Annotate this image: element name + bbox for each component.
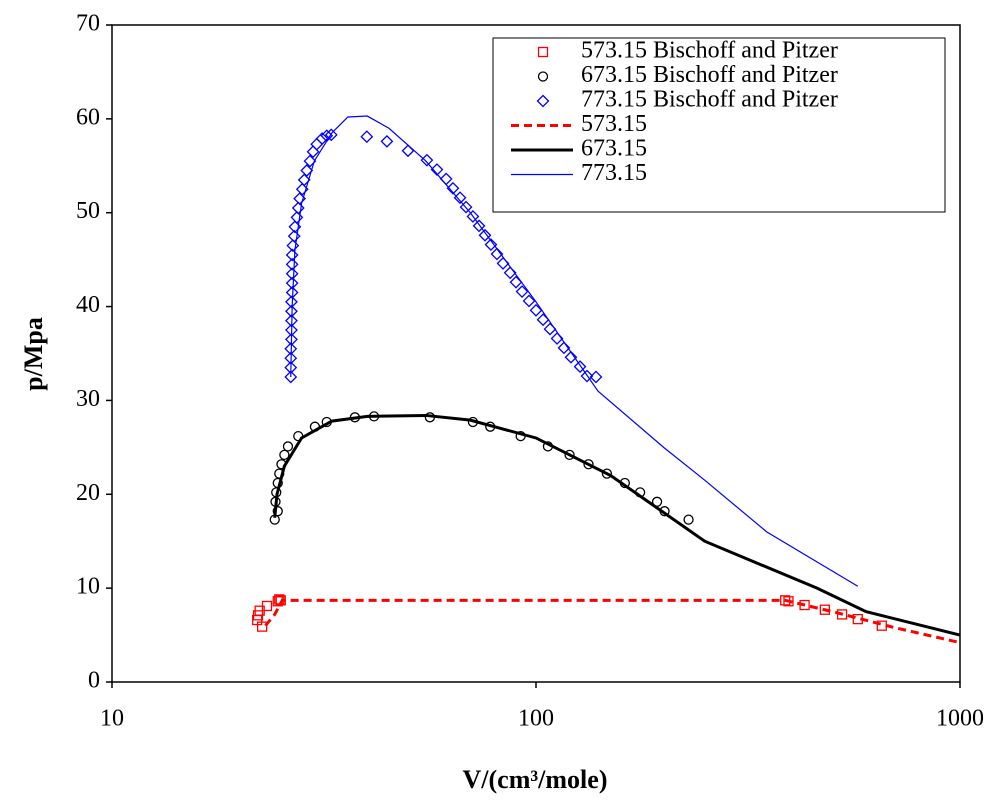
- series-line: [264, 598, 961, 645]
- marker: [496, 256, 510, 270]
- legend-label: 573.15: [581, 111, 647, 137]
- y-tick-label: 70: [76, 11, 100, 37]
- marker: [522, 294, 536, 308]
- x-tick-label: 1000: [936, 706, 984, 732]
- legend-label: 773.15: [581, 160, 647, 186]
- marker: [297, 173, 311, 187]
- legend-label: 773.15 Bischoff and Pitzer: [581, 87, 838, 113]
- marker: [573, 360, 587, 374]
- marker: [401, 144, 415, 158]
- marker: [601, 468, 613, 479]
- marker: [324, 128, 338, 142]
- marker: [430, 163, 444, 176]
- marker: [783, 596, 794, 607]
- marker: [380, 134, 394, 148]
- y-tick-label: 10: [76, 574, 100, 600]
- marker: [564, 449, 575, 461]
- marker: [543, 322, 557, 336]
- y-tick-label: 20: [76, 480, 100, 506]
- marker: [360, 130, 374, 144]
- y-axis-label: p/Mpa: [19, 317, 48, 391]
- marker: [439, 172, 453, 186]
- marker: [446, 181, 460, 195]
- marker: [537, 46, 549, 58]
- marker: [286, 239, 300, 252]
- marker: [285, 295, 298, 309]
- marker: [537, 71, 549, 82]
- marker: [529, 303, 543, 317]
- legend-label: 673.15 Bischoff and Pitzer: [581, 62, 838, 88]
- marker: [285, 248, 299, 262]
- x-axis-label: V/(cm³/mole): [463, 765, 608, 794]
- marker: [564, 350, 578, 364]
- y-tick-label: 0: [88, 668, 100, 694]
- marker: [459, 200, 473, 214]
- y-tick-label: 60: [76, 104, 100, 130]
- marker: [287, 229, 301, 243]
- y-tick-label: 50: [76, 198, 100, 224]
- marker: [303, 154, 317, 168]
- marker: [291, 201, 305, 215]
- marker: [285, 276, 299, 290]
- marker: [580, 369, 594, 383]
- marker: [490, 247, 504, 261]
- x-tick-label: 10: [100, 706, 124, 732]
- series-line: [273, 413, 961, 637]
- marker: [589, 370, 603, 384]
- y-tick-label: 40: [76, 292, 100, 318]
- marker: [557, 341, 571, 355]
- marker: [484, 238, 498, 252]
- marker: [536, 94, 550, 108]
- marker: [466, 210, 480, 223]
- marker: [420, 153, 434, 167]
- marker: [261, 600, 273, 612]
- series-line: [290, 115, 859, 587]
- marker: [272, 506, 283, 517]
- marker: [472, 219, 486, 233]
- marker: [285, 267, 299, 281]
- legend-label: 573.15 Bischoff and Pitzer: [581, 38, 838, 64]
- marker: [536, 313, 550, 327]
- marker: [515, 285, 529, 298]
- marker: [683, 514, 694, 525]
- marker: [583, 459, 594, 470]
- marker: [478, 228, 492, 242]
- marker: [282, 441, 294, 452]
- marker: [284, 370, 298, 384]
- marker: [290, 210, 304, 224]
- marker: [279, 449, 290, 461]
- marker: [315, 132, 329, 145]
- x-tick-label: 100: [518, 706, 554, 732]
- marker: [285, 257, 299, 271]
- marker: [310, 137, 324, 151]
- y-tick-label: 30: [76, 386, 100, 412]
- marker: [256, 621, 268, 632]
- marker: [300, 164, 314, 177]
- marker: [509, 275, 523, 289]
- legend-label: 673.15: [581, 136, 647, 162]
